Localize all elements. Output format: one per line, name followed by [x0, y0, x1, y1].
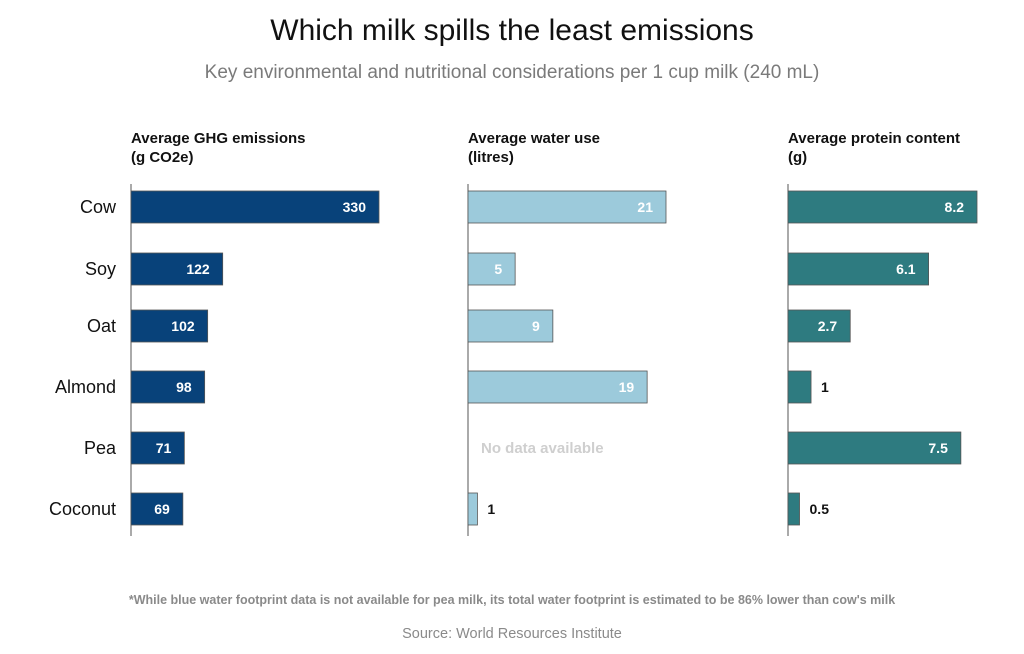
bar	[130, 492, 184, 526]
bar	[467, 252, 516, 286]
bar	[787, 431, 962, 465]
panel-title: (g)	[788, 149, 807, 166]
value-label: 21	[637, 199, 653, 215]
value-label: 330	[343, 199, 367, 215]
panel-title: Average GHG emissions	[131, 130, 306, 147]
panel-title: Average water use	[468, 130, 600, 147]
bar	[130, 431, 185, 465]
bar	[467, 309, 554, 343]
bar	[130, 370, 206, 404]
category-label: Pea	[84, 438, 117, 458]
footnote: *While blue water footprint data is not …	[128, 593, 896, 607]
category-label: Coconut	[49, 499, 116, 519]
bar	[467, 190, 667, 224]
value-label: 6.1	[896, 261, 916, 277]
value-label: 102	[171, 318, 195, 334]
bar	[787, 309, 851, 343]
panel-title: (litres)	[468, 149, 514, 166]
bar	[787, 252, 929, 286]
value-label: 0.5	[810, 501, 830, 517]
category-label: Soy	[85, 259, 116, 279]
value-label: 7.5	[928, 440, 948, 456]
bar	[787, 370, 812, 404]
value-label: 9	[532, 318, 540, 334]
panel-title: Average protein content	[788, 130, 960, 147]
value-label: 71	[156, 440, 172, 456]
value-label: 69	[154, 501, 170, 517]
bar	[787, 190, 978, 224]
category-label: Oat	[87, 316, 116, 336]
value-label: 98	[176, 379, 192, 395]
no-data-label: No data available	[481, 440, 604, 457]
panel-title: (g CO2e)	[131, 149, 194, 166]
bar	[130, 252, 224, 286]
bar	[787, 492, 800, 526]
value-label: 8.2	[945, 199, 965, 215]
bar	[130, 190, 380, 224]
value-label: 1	[487, 501, 495, 517]
value-label: 122	[186, 261, 210, 277]
source-note: Source: World Resources Institute	[402, 626, 622, 642]
bar	[130, 309, 209, 343]
value-label: 19	[619, 379, 635, 395]
value-label: 2.7	[818, 318, 838, 334]
category-label: Almond	[55, 377, 116, 397]
value-label: 5	[494, 261, 502, 277]
chart-title: Which milk spills the least emissions	[270, 14, 754, 47]
category-label: Cow	[80, 197, 117, 217]
bar	[467, 492, 478, 526]
value-label: 1	[821, 379, 829, 395]
chart-subtitle: Key environmental and nutritional consid…	[204, 62, 820, 83]
bar	[467, 370, 648, 404]
